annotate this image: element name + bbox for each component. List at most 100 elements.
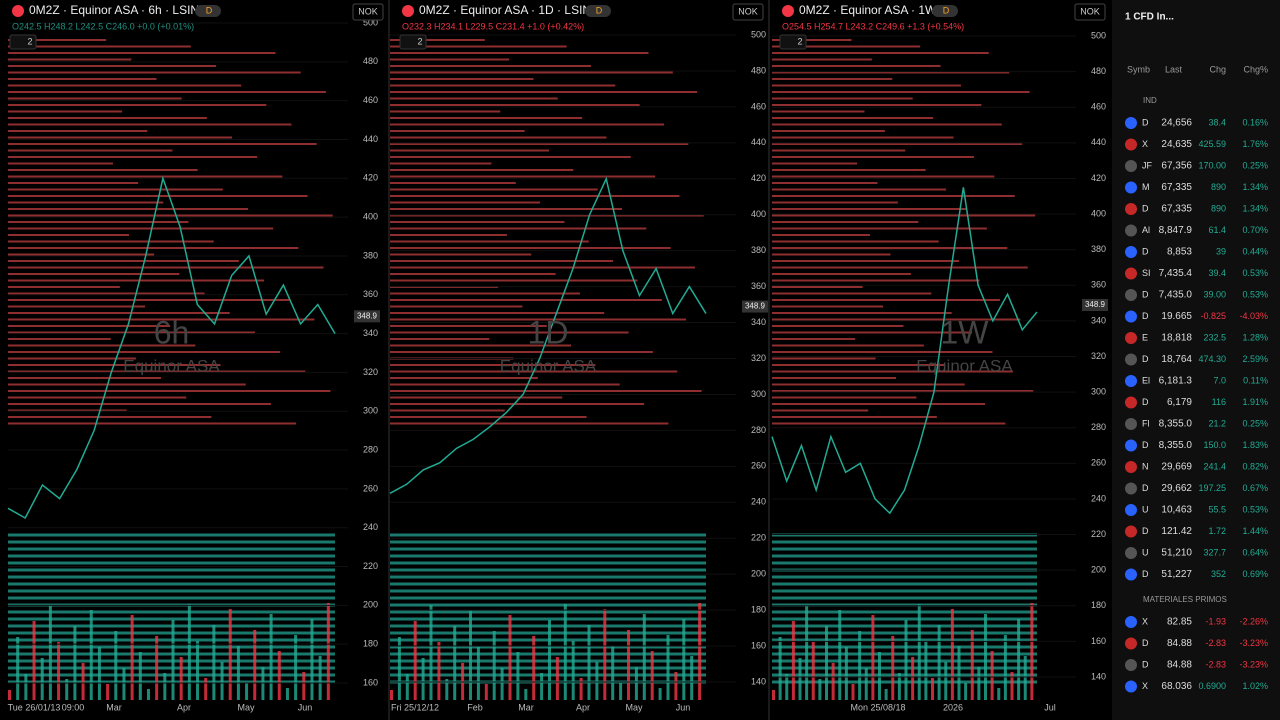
- volume-bar: [924, 641, 928, 700]
- row-chg: 1.72: [1208, 526, 1226, 536]
- row-symbol[interactable]: JF: [1142, 160, 1153, 170]
- volume-bar: [587, 625, 591, 700]
- badge: D: [943, 5, 950, 15]
- volume-bar: [674, 672, 678, 700]
- panel-title[interactable]: 0M2Z · Equinor ASA · 6h · LSIN: [29, 3, 199, 17]
- row-chg: -1.93: [1205, 616, 1226, 626]
- row-symbol[interactable]: D: [1142, 311, 1149, 321]
- column-header[interactable]: Last: [1165, 64, 1183, 74]
- row-symbol[interactable]: D: [1142, 246, 1149, 256]
- volume-bar: [8, 690, 11, 700]
- row-last: 84.88: [1167, 638, 1192, 649]
- volume-bar: [950, 609, 954, 700]
- count-bg[interactable]: [779, 34, 807, 50]
- y-tick-label: 360: [363, 289, 378, 299]
- count-bg[interactable]: [9, 34, 37, 50]
- row-symbol[interactable]: El: [1142, 375, 1150, 385]
- volume-bar: [277, 651, 281, 700]
- row-symbol[interactable]: X: [1142, 616, 1148, 626]
- volume-bar: [57, 642, 61, 700]
- row-last: 24,656: [1161, 118, 1192, 129]
- row-last: 8,355.0: [1159, 419, 1193, 430]
- price-line: [771, 187, 1038, 515]
- row-symbol[interactable]: D: [1142, 483, 1149, 493]
- y-tick-label: 440: [363, 134, 378, 144]
- row-symbol[interactable]: D: [1142, 117, 1149, 127]
- volume-bar: [1017, 619, 1021, 700]
- row-last: 51,227: [1161, 569, 1192, 580]
- column-header[interactable]: Symb: [1127, 64, 1150, 74]
- row-icon: [1125, 117, 1137, 129]
- y-tick-label: 280: [1091, 422, 1106, 432]
- volume-bar: [390, 690, 393, 700]
- volume-bar: [326, 603, 330, 700]
- row-chg: 241.4: [1203, 461, 1226, 471]
- row-symbol[interactable]: D: [1142, 526, 1149, 536]
- row-symbol[interactable]: M: [1142, 182, 1150, 192]
- currency-bg[interactable]: [732, 3, 764, 21]
- y-tick-label: 340: [751, 317, 766, 327]
- volume-bar: [548, 620, 551, 700]
- y-tick-label: 320: [751, 353, 766, 363]
- row-chgpct: 0.53%: [1242, 289, 1268, 299]
- row-chg: 38.4: [1208, 117, 1226, 127]
- volume-bar: [405, 674, 409, 700]
- row-chg: 890: [1211, 182, 1226, 192]
- panel-title[interactable]: 0M2Z · Equinor ASA · 1D · LSIN: [419, 3, 591, 17]
- row-symbol[interactable]: U: [1142, 547, 1149, 557]
- column-header[interactable]: Chg%: [1243, 64, 1268, 74]
- row-chgpct: 0.44%: [1242, 246, 1268, 256]
- y-tick-label: 200: [363, 600, 378, 610]
- row-symbol[interactable]: X: [1142, 139, 1148, 149]
- currency: NOK: [1080, 6, 1100, 16]
- panel-title[interactable]: 0M2Z · Equinor ASA · 1W: [799, 3, 937, 17]
- row-symbol[interactable]: D: [1142, 440, 1149, 450]
- currency-bg[interactable]: [352, 3, 384, 21]
- y-tick-label: 180: [1091, 600, 1106, 610]
- row-symbol[interactable]: D: [1142, 354, 1149, 364]
- volume-bar: [682, 619, 686, 700]
- y-tick-label: 180: [363, 639, 378, 649]
- row-icon: [1125, 246, 1137, 258]
- x-axis-label: Apr: [177, 702, 191, 712]
- row-symbol[interactable]: E: [1142, 332, 1148, 342]
- row-symbol[interactable]: D: [1142, 397, 1149, 407]
- row-symbol[interactable]: X: [1142, 681, 1148, 691]
- y-tick-label: 400: [1091, 208, 1106, 218]
- volume-bar: [32, 621, 36, 700]
- volume-bar: [944, 662, 948, 700]
- row-symbol[interactable]: Al: [1142, 225, 1150, 235]
- row-icon: [1125, 504, 1137, 516]
- row-symbol[interactable]: N: [1142, 461, 1149, 471]
- row-symbol[interactable]: U: [1142, 504, 1149, 514]
- row-chgpct: 1.34%: [1242, 182, 1268, 192]
- currency-bg[interactable]: [1074, 3, 1106, 21]
- row-symbol[interactable]: Fl: [1142, 418, 1150, 428]
- row-symbol[interactable]: D: [1142, 569, 1149, 579]
- price-label: 348.9: [357, 311, 378, 320]
- x-axis-label: 2026: [943, 702, 963, 712]
- y-tick-label: 260: [751, 461, 766, 471]
- row-chg: 352: [1211, 569, 1226, 579]
- count-bg[interactable]: [399, 34, 427, 50]
- row-icon: [1125, 181, 1137, 194]
- row-symbol[interactable]: D: [1142, 659, 1149, 669]
- y-tick-label: 160: [751, 640, 766, 650]
- row-symbol[interactable]: D: [1142, 638, 1149, 648]
- row-symbol[interactable]: D: [1142, 289, 1149, 299]
- volume-bar: [844, 647, 848, 700]
- column-header[interactable]: Chg: [1209, 64, 1226, 74]
- row-symbol[interactable]: SI: [1142, 268, 1151, 278]
- volume-bar: [650, 651, 654, 700]
- count: 2: [797, 36, 802, 46]
- volume-bar: [658, 688, 662, 700]
- row-chg: 116: [1212, 397, 1226, 407]
- section-header[interactable]: IND: [1143, 96, 1157, 105]
- row-chgpct: 0.82%: [1242, 461, 1268, 471]
- section-header[interactable]: MATERIALES PRIMOS: [1143, 595, 1227, 604]
- row-last: 51,210: [1161, 548, 1192, 559]
- watchlist-title[interactable]: 1 CFD In...: [1125, 12, 1174, 23]
- row-symbol[interactable]: D: [1142, 203, 1149, 213]
- row-icon: [1125, 332, 1137, 344]
- volume-bar: [811, 642, 815, 700]
